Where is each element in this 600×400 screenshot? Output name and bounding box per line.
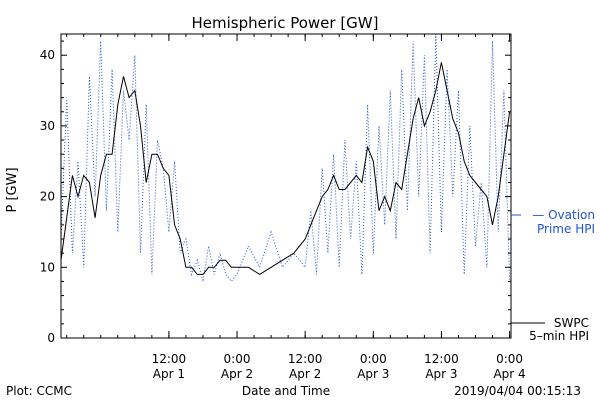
y-ticks: 0 10 20 30 40 — [40, 40, 511, 345]
x-tick-label-time: 0:00 — [360, 352, 387, 366]
legend: — Ovation Prime HPI SWPC 5–min HPI — [511, 208, 595, 343]
footer-timestamp: 2019/04/04 00:15:13 — [454, 384, 581, 398]
ovation-line — [60, 33, 511, 283]
plot-frame — [60, 33, 512, 339]
swpc-line — [60, 62, 511, 275]
x-axis-label: Date and Time — [242, 384, 330, 398]
legend-swpc-line2: 5–min HPI — [529, 329, 589, 343]
y-tick-label: 20 — [40, 190, 55, 204]
x-tick-label-date: Apr 3 — [357, 367, 389, 381]
x-tick-label-date: Apr 2 — [221, 367, 253, 381]
legend-swpc-line1: SWPC — [554, 316, 589, 330]
x-tick-label-time: 0:00 — [496, 352, 523, 366]
x-tick-label-date: Apr 1 — [153, 367, 185, 381]
y-tick-label: 0 — [47, 331, 55, 345]
y-tick-label: 10 — [40, 260, 55, 274]
y-axis-label: P [GW] — [5, 167, 20, 212]
legend-ovation-line2: Prime HPI — [537, 222, 595, 236]
x-tick-label-time: 12:00 — [152, 352, 187, 366]
x-tick-label-date: Apr 3 — [425, 367, 457, 381]
footer-plot-source: Plot: CCMC — [6, 384, 72, 398]
y-tick-label: 30 — [40, 119, 55, 133]
x-tick-label-date: Apr 4 — [493, 367, 525, 381]
ovation-series — [60, 33, 511, 283]
swpc-series — [60, 62, 511, 275]
chart-title: Hemispheric Power [GW] — [192, 14, 379, 32]
x-tick-label-date: Apr 2 — [289, 367, 321, 381]
y-tick-label: 40 — [40, 48, 55, 62]
x-tick-label-time: 0:00 — [224, 352, 251, 366]
x-tick-label-time: 12:00 — [288, 352, 323, 366]
x-tick-label-time: 12:00 — [424, 352, 459, 366]
legend-ovation-line1: — Ovation — [532, 208, 595, 222]
